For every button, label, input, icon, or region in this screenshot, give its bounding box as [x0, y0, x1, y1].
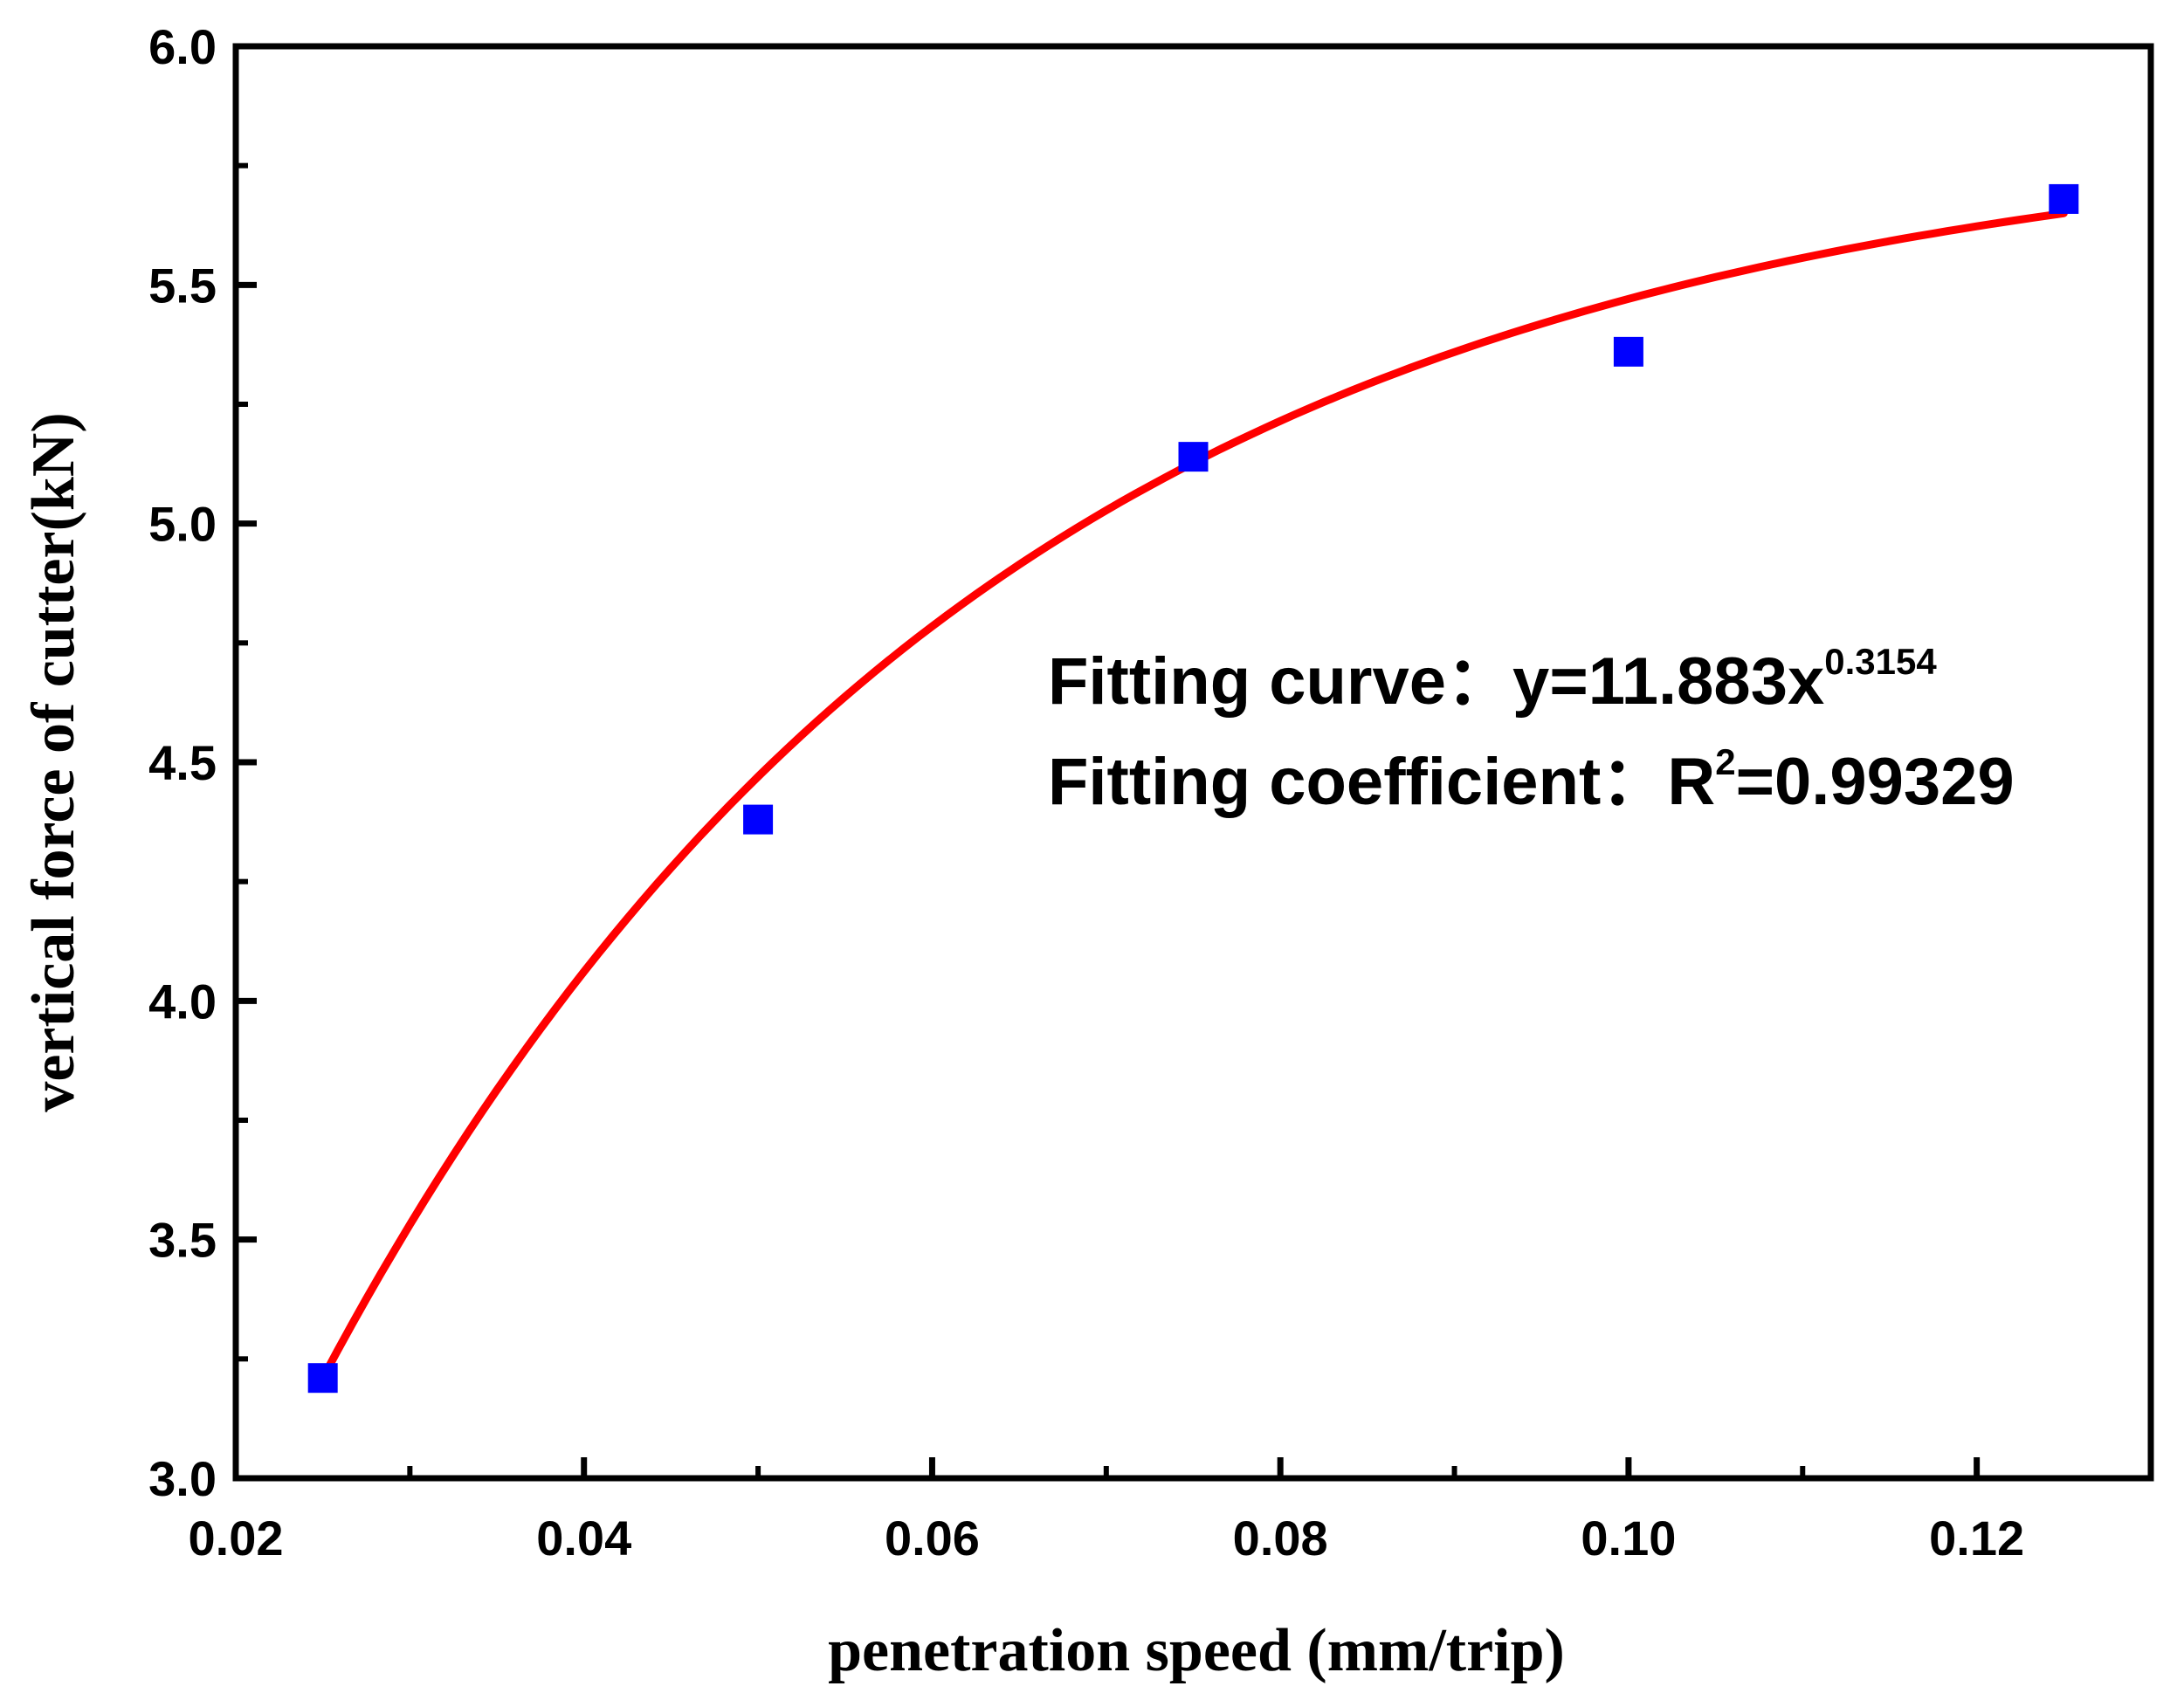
x-tick-label: 0.10 — [1581, 1511, 1676, 1566]
data-point — [1613, 336, 1643, 367]
r-squared-symbol: R — [1667, 745, 1715, 819]
fit-equation: y=11.883x — [1512, 644, 1824, 719]
axis-tick-labels: 0.02 0.04 0.06 0.08 0.10 0.12 3.0 3.5 4.0 4.5 5.0 5… — [148, 19, 2024, 1566]
axis-ticks — [232, 43, 1981, 1482]
y-tick-label: 3.5 — [148, 1213, 217, 1268]
fit-equation-exponent: 0.3154 — [1824, 641, 1937, 682]
r-squared-exponent: 2 — [1715, 741, 1735, 782]
fit-equation-prefix: Fitting curve： — [1048, 644, 1512, 719]
x-tick-label: 0.08 — [1233, 1511, 1328, 1566]
r-squared-value: =0.99329 — [1736, 745, 2015, 819]
y-tick-label: 4.0 — [148, 974, 217, 1029]
x-tick-label: 0.06 — [885, 1511, 980, 1566]
data-point — [743, 804, 774, 835]
x-axis-title: penetration speed (mm/trip) — [828, 1617, 1565, 1684]
y-axis-title: vertical force of cutter(kN) — [20, 412, 87, 1112]
y-tick-label: 3.0 — [148, 1451, 217, 1506]
fit-coefficient-prefix: Fitting coefficient： — [1048, 745, 1667, 819]
data-points — [307, 183, 2079, 1394]
y-tick-label: 4.5 — [148, 735, 217, 790]
fit-coefficient-text: Fitting coefficient：R2=0.99329 — [1048, 741, 2015, 819]
x-tick-label: 0.04 — [536, 1511, 631, 1566]
x-tick-label: 0.12 — [1929, 1511, 2024, 1566]
y-tick-label: 5.5 — [148, 258, 217, 313]
fit-equation-text: Fitting curve：y=11.883x0.3154 — [1048, 641, 1937, 719]
x-tick-label: 0.02 — [189, 1511, 284, 1566]
y-tick-label: 6.0 — [148, 19, 217, 74]
data-point — [307, 1363, 338, 1394]
data-point — [1178, 442, 1209, 472]
data-point — [2049, 183, 2079, 214]
y-tick-label: 5.0 — [148, 497, 217, 552]
